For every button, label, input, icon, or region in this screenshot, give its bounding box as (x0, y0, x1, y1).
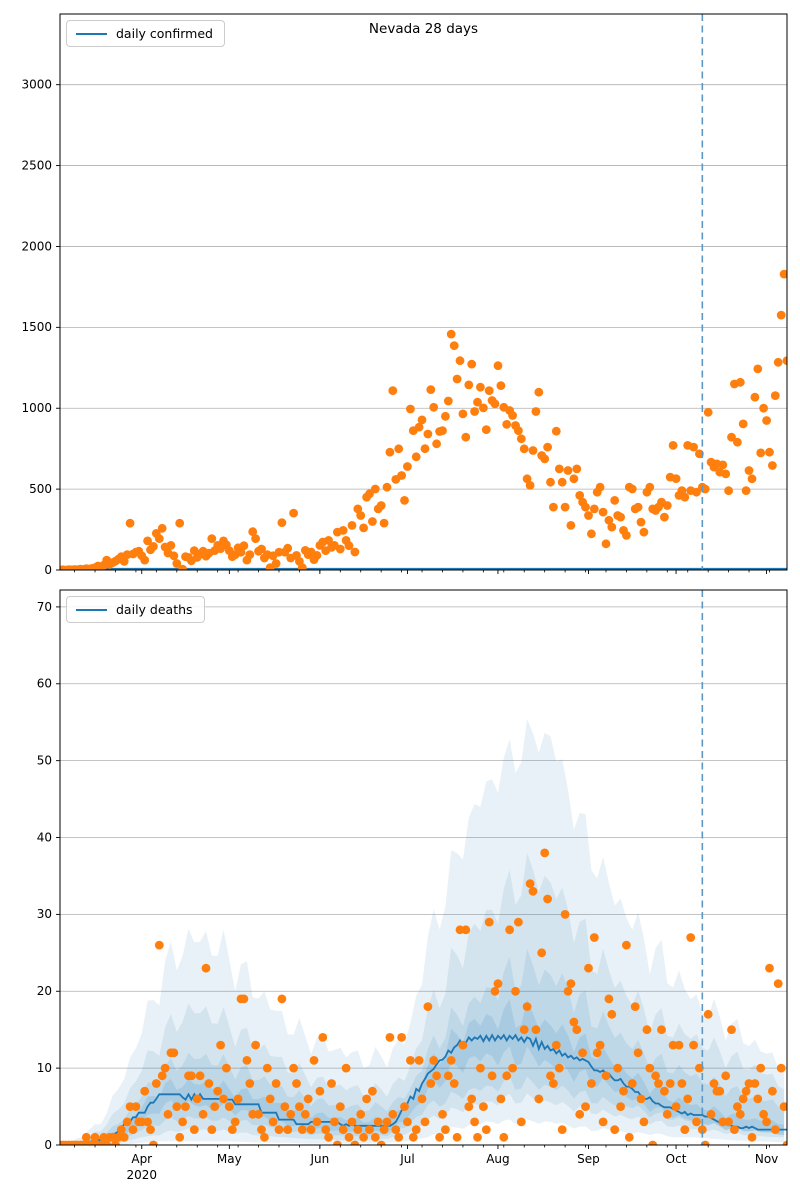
svg-text:2500: 2500 (21, 158, 52, 172)
band-mid-outer (60, 853, 785, 1145)
svg-text:10: 10 (37, 1061, 52, 1075)
svg-text:Apr: Apr (131, 1152, 152, 1166)
svg-text:May: May (217, 1152, 242, 1166)
svg-text:Jul: Jul (399, 1152, 414, 1166)
axes-frame (59, 13, 788, 571)
y-gridlines (60, 84, 787, 571)
x-axis-ticks (74, 570, 770, 574)
legend-label: daily confirmed (116, 26, 213, 41)
svg-text:20: 20 (37, 984, 52, 998)
svg-text:3000: 3000 (21, 78, 52, 92)
svg-text:Sep: Sep (577, 1152, 600, 1166)
svg-text:Aug: Aug (486, 1152, 509, 1166)
band-inner (60, 999, 785, 1145)
legend-label: daily deaths (116, 602, 193, 617)
daily-deaths-scatter (60, 848, 787, 1145)
svg-text:0: 0 (44, 563, 52, 577)
svg-text:40: 40 (37, 830, 52, 844)
svg-text:Oct: Oct (666, 1152, 687, 1166)
daily-deaths-chart: 0 10 20 30 40 50 60 70 Apr May Jun Jul Aug Sep Oct Nov 2… (37, 589, 788, 1182)
legend-line-icon (76, 608, 107, 611)
svg-text:500: 500 (29, 482, 52, 496)
svg-text:50: 50 (37, 753, 52, 767)
year-label: 2020 (126, 1168, 157, 1182)
svg-text:1000: 1000 (21, 401, 52, 415)
svg-text:2000: 2000 (21, 239, 52, 253)
svg-text:70: 70 (37, 600, 52, 614)
daily-confirmed-scatter (60, 269, 787, 570)
legend-line-icon (76, 32, 107, 35)
axes-frame (59, 589, 788, 1146)
uncertainty-bands (60, 719, 785, 1145)
y-axis-ticks: 0 10 20 30 40 50 60 70 (37, 600, 60, 1152)
svg-text:1500: 1500 (21, 320, 52, 334)
svg-text:Nov: Nov (755, 1152, 778, 1166)
deaths-median-line (60, 1033, 787, 1145)
chart-title: Nevada 28 days (368, 21, 479, 37)
svg-text:Jun: Jun (309, 1152, 329, 1166)
svg-text:30: 30 (37, 907, 52, 921)
svg-text:0: 0 (44, 1138, 52, 1152)
daily-confirmed-chart: 0 500 1000 1500 2000 2500 3000 (21, 13, 788, 577)
y-axis-ticks: 0 500 1000 1500 2000 2500 3000 (21, 78, 60, 577)
x-axis-ticks: Apr May Jun Jul Aug Sep Oct Nov 2020 (74, 1145, 778, 1182)
svg-text:60: 60 (37, 677, 52, 691)
legend-daily-confirmed: daily confirmed (66, 20, 225, 47)
legend-daily-deaths: daily deaths (66, 596, 205, 623)
band-outer (60, 719, 785, 1145)
